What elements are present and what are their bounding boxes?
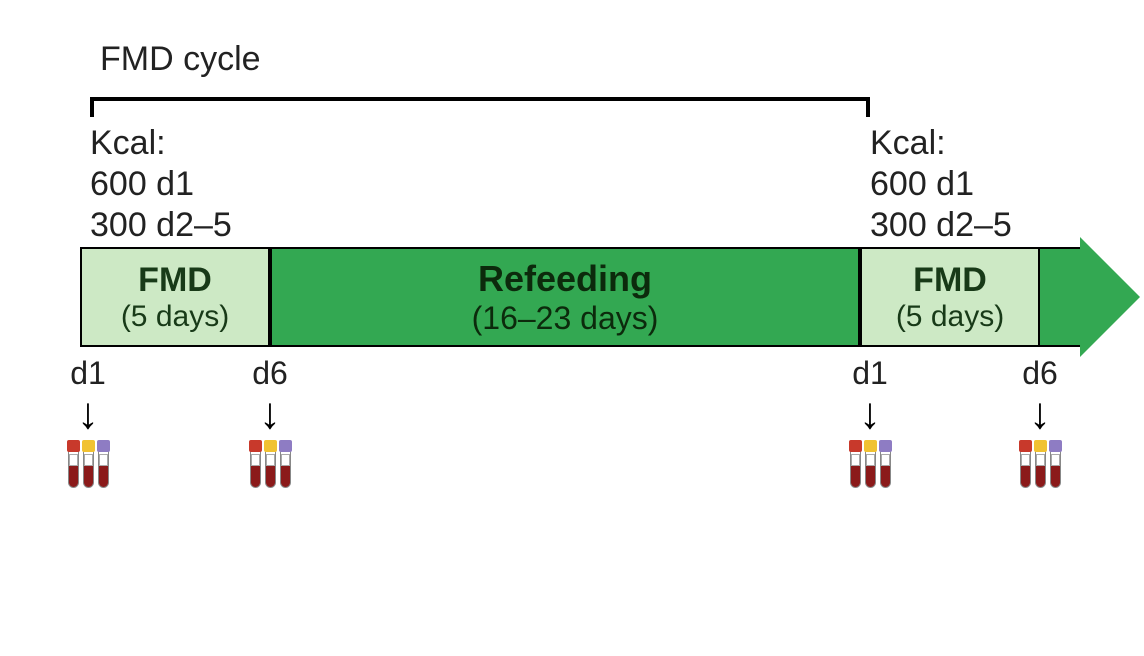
blood-tubes-icon: [53, 440, 123, 488]
down-arrow-icon: ↓: [1005, 394, 1075, 434]
kcal-line: 300 d2–5: [90, 205, 232, 246]
sample-day-label: d1: [835, 355, 905, 392]
arrow-head: [1080, 237, 1140, 357]
sample-point-3: d1↓: [835, 355, 905, 488]
tube-icon: [879, 440, 892, 488]
down-arrow-icon: ↓: [53, 394, 123, 434]
diagram-container: FMD cycle Kcal:600 d1300 d2–5Kcal:600 d1…: [80, 40, 1080, 525]
kcal-block-1: Kcal:600 d1300 d2–5: [90, 123, 232, 245]
sample-point-4: d6↓: [1005, 355, 1075, 488]
phase-subtitle: (16–23 days): [472, 300, 659, 337]
tube-icon: [279, 440, 292, 488]
sample-point-2: d6↓: [235, 355, 305, 488]
bracket-endcap-right: [866, 97, 870, 117]
sample-day-label: d1: [53, 355, 123, 392]
blood-tubes-icon: [235, 440, 305, 488]
tube-icon: [249, 440, 262, 488]
kcal-line: 600 d1: [870, 164, 1012, 205]
phase-title: Refeeding: [478, 258, 652, 300]
tube-icon: [864, 440, 877, 488]
kcal-row: Kcal:600 d1300 d2–5Kcal:600 d1300 d2–5: [80, 123, 1080, 243]
phase-refeeding: Refeeding(16–23 days): [270, 247, 860, 347]
kcal-block-2: Kcal:600 d1300 d2–5: [870, 123, 1012, 245]
cycle-label: FMD cycle: [100, 40, 1080, 79]
sample-row: d1↓d6↓d1↓d6↓: [80, 355, 1080, 525]
tube-icon: [1019, 440, 1032, 488]
blood-tubes-icon: [1005, 440, 1075, 488]
arrow-tail: [1040, 247, 1080, 347]
tube-icon: [849, 440, 862, 488]
phase-subtitle: (5 days): [121, 300, 229, 334]
phase-fmd-1: FMD(5 days): [80, 247, 270, 347]
kcal-line: Kcal:: [90, 123, 232, 164]
phase-subtitle: (5 days): [896, 300, 1004, 334]
tube-icon: [264, 440, 277, 488]
tube-icon: [97, 440, 110, 488]
down-arrow-icon: ↓: [235, 394, 305, 434]
sample-day-label: d6: [235, 355, 305, 392]
cycle-bracket: [80, 85, 1080, 113]
phase-title: FMD: [913, 261, 987, 300]
sample-point-1: d1↓: [53, 355, 123, 488]
tube-icon: [1034, 440, 1047, 488]
kcal-line: 600 d1: [90, 164, 232, 205]
phase-title: FMD: [138, 261, 212, 300]
kcal-line: 300 d2–5: [870, 205, 1012, 246]
bracket-line: [90, 97, 870, 101]
phase-fmd-2: FMD(5 days): [860, 247, 1040, 347]
tube-icon: [67, 440, 80, 488]
bracket-endcap-left: [90, 97, 94, 117]
blood-tubes-icon: [835, 440, 905, 488]
kcal-line: Kcal:: [870, 123, 1012, 164]
tube-icon: [1049, 440, 1062, 488]
tube-icon: [82, 440, 95, 488]
sample-day-label: d6: [1005, 355, 1075, 392]
timeline-arrow: FMD(5 days)Refeeding(16–23 days)FMD(5 da…: [80, 247, 1080, 347]
down-arrow-icon: ↓: [835, 394, 905, 434]
